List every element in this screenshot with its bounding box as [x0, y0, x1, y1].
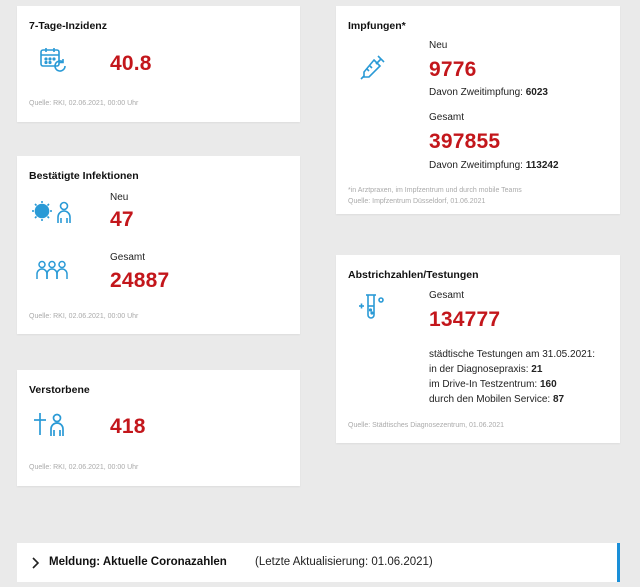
- tests-line2-value: 21: [531, 364, 543, 375]
- cross-person-icon: [33, 410, 67, 443]
- vaccinations-new-second-label: Davon Zweitimpfung:: [429, 87, 523, 98]
- vaccinations-total-second-label: Davon Zweitimpfung:: [429, 160, 523, 171]
- vaccinations-new-label: Neu: [429, 40, 448, 51]
- tests-line3: im Drive-In Testzentrum: 160: [429, 379, 557, 390]
- news-updated: (Letzte Aktualisierung: 01.06.2021): [255, 556, 433, 568]
- vaccinations-new-second-value: 6023: [525, 87, 548, 98]
- tests-line2-label: in der Diagnosepraxis:: [429, 364, 529, 375]
- incidence-card: 7-Tage-Inzidenz 40.8 Quelle: RKI, 02.06.…: [17, 6, 300, 122]
- vaccinations-new-value: 9776: [429, 58, 477, 81]
- tests-source: Quelle: Städtisches Diagnosezentrum, 01.…: [348, 422, 505, 429]
- test-tube-icon: [356, 292, 386, 329]
- tests-total-label: Gesamt: [429, 290, 465, 301]
- deaths-title: Verstorbene: [29, 384, 90, 396]
- tests-total-value: 134777: [429, 308, 501, 331]
- tests-line1: städtische Testungen am 31.05.2021:: [429, 349, 596, 360]
- incidence-title: 7-Tage-Inzidenz: [29, 20, 107, 32]
- vaccinations-total-second-value: 113242: [525, 160, 559, 171]
- incidence-value: 40.8: [110, 52, 152, 75]
- tests-line4-value: 87: [552, 394, 565, 405]
- vaccinations-source: Quelle: Impfzentrum Düsseldorf, 01.06.20…: [348, 198, 486, 205]
- tests-line4-label: durch den Mobilen Service:: [429, 394, 551, 405]
- tests-card: Abstrichzahlen/Testungen Gesamt 134777 s…: [336, 255, 620, 443]
- chevron-right-icon[interactable]: [31, 556, 40, 574]
- infections-source: Quelle: RKI, 02.06.2021, 00:00 Uhr: [29, 313, 139, 320]
- infections-total-value: 24887: [110, 269, 170, 292]
- infections-new-label: Neu: [110, 192, 129, 203]
- deaths-value: 418: [110, 415, 146, 438]
- vaccinations-card: Impfungen* Neu 9776 Davon Zweitimpfung: …: [336, 6, 620, 214]
- vaccinations-total-second: Davon Zweitimpfung: 113242: [429, 160, 559, 171]
- tests-line3-value: 160: [539, 379, 557, 390]
- tests-line3-label: im Drive-In Testzentrum:: [429, 379, 538, 390]
- calendar-refresh-icon: [39, 46, 67, 79]
- syringe-icon: [358, 54, 386, 87]
- infections-card: Bestätigte Infektionen Neu 47 Gesamt 248…: [17, 156, 300, 334]
- vaccinations-new-second: Davon Zweitimpfung: 6023: [429, 87, 548, 98]
- tests-line4: durch den Mobilen Service: 87: [429, 394, 564, 405]
- infections-title: Bestätigte Infektionen: [29, 170, 139, 182]
- tests-line2: in der Diagnosepraxis: 21: [429, 364, 542, 375]
- vaccinations-note: *in Arztpraxen, im Impfzentrum und durch…: [348, 187, 522, 194]
- vaccinations-total-value: 397855: [429, 130, 501, 153]
- deaths-source: Quelle: RKI, 02.06.2021, 00:00 Uhr: [29, 464, 139, 471]
- vaccinations-title: Impfungen*: [348, 20, 406, 32]
- news-title[interactable]: Meldung: Aktuelle Coronazahlen: [49, 556, 227, 568]
- incidence-source: Quelle: RKI, 02.06.2021, 00:00 Uhr: [29, 100, 139, 107]
- group-icon: [35, 260, 69, 285]
- news-accordion[interactable]: Meldung: Aktuelle Coronazahlen (Letzte A…: [17, 543, 620, 582]
- tests-title: Abstrichzahlen/Testungen: [348, 269, 479, 281]
- virus-person-icon: [31, 199, 73, 230]
- vaccinations-total-label: Gesamt: [429, 112, 465, 123]
- infections-total-label: Gesamt: [110, 252, 146, 263]
- deaths-card: Verstorbene 418 Quelle: RKI, 02.06.2021,…: [17, 370, 300, 486]
- infections-new-value: 47: [110, 208, 134, 231]
